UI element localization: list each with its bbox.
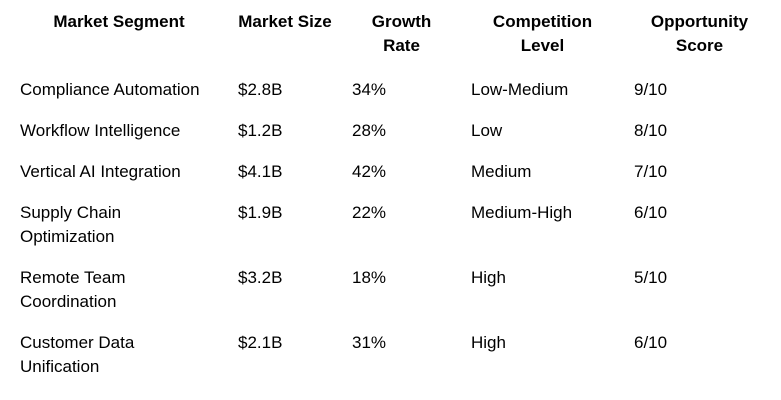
cell-market-segment: Compliance Automation bbox=[20, 80, 200, 99]
cell-opportunity-score: 8/10 bbox=[634, 121, 668, 140]
cell-growth-rate: 18% bbox=[352, 268, 387, 287]
table-row: Workflow Intelligence $1.2B 28% Low 8/10 bbox=[10, 111, 775, 152]
cell-growth-rate: 31% bbox=[352, 333, 387, 352]
cell-growth-rate: 22% bbox=[352, 203, 387, 222]
table-body: Compliance Automation $2.8B 34% Low-Medi… bbox=[10, 70, 775, 388]
table-header: Market Segment Market Size Growth Rate C… bbox=[10, 10, 775, 70]
cell-growth-rate: 42% bbox=[352, 162, 387, 181]
cell-opportunity-score: 7/10 bbox=[634, 162, 668, 181]
cell-opportunity-score: 6/10 bbox=[634, 333, 668, 352]
header-market-segment: Market Segment bbox=[53, 12, 185, 31]
header-market-size: Market Size bbox=[238, 12, 332, 31]
cell-market-segment: Supply Chain Optimization bbox=[20, 203, 122, 246]
header-opportunity-score: Opportunity Score bbox=[650, 12, 749, 55]
table-row: Customer Data Unification $2.1B 31% High… bbox=[10, 323, 775, 388]
cell-competition-level: Low bbox=[471, 121, 503, 140]
cell-market-segment: Customer Data Unification bbox=[20, 333, 135, 376]
cell-competition-level: Low-Medium bbox=[471, 80, 569, 99]
market-segments-table-container: Market Segment Market Size Growth Rate C… bbox=[10, 10, 775, 388]
cell-opportunity-score: 5/10 bbox=[634, 268, 668, 287]
cell-competition-level: High bbox=[471, 333, 506, 352]
cell-opportunity-score: 9/10 bbox=[634, 80, 668, 99]
market-segments-table: Market Segment Market Size Growth Rate C… bbox=[10, 10, 775, 388]
cell-market-size: $3.2B bbox=[238, 268, 283, 287]
table-row: Vertical AI Integration $4.1B 42% Medium… bbox=[10, 152, 775, 193]
cell-market-size: $4.1B bbox=[238, 162, 283, 181]
cell-growth-rate: 34% bbox=[352, 80, 387, 99]
cell-growth-rate: 28% bbox=[352, 121, 387, 140]
table-row: Supply Chain Optimization $1.9B 22% Medi… bbox=[10, 193, 775, 258]
cell-market-size: $2.1B bbox=[238, 333, 283, 352]
header-competition-level: Competition Level bbox=[492, 12, 593, 55]
cell-competition-level: Medium bbox=[471, 162, 532, 181]
cell-market-segment: Workflow Intelligence bbox=[20, 121, 181, 140]
header-growth-rate: Growth Rate bbox=[371, 12, 432, 55]
cell-market-segment: Remote Team Coordination bbox=[20, 268, 126, 311]
cell-competition-level: High bbox=[471, 268, 506, 287]
cell-competition-level: Medium-High bbox=[471, 203, 573, 222]
cell-market-size: $2.8B bbox=[238, 80, 283, 99]
header-row: Market Segment Market Size Growth Rate C… bbox=[10, 10, 775, 70]
table-row: Compliance Automation $2.8B 34% Low-Medi… bbox=[10, 70, 775, 111]
cell-market-size: $1.2B bbox=[238, 121, 283, 140]
cell-opportunity-score: 6/10 bbox=[634, 203, 668, 222]
cell-market-segment: Vertical AI Integration bbox=[20, 162, 181, 181]
cell-market-size: $1.9B bbox=[238, 203, 283, 222]
table-row: Remote Team Coordination $3.2B 18% High … bbox=[10, 258, 775, 323]
